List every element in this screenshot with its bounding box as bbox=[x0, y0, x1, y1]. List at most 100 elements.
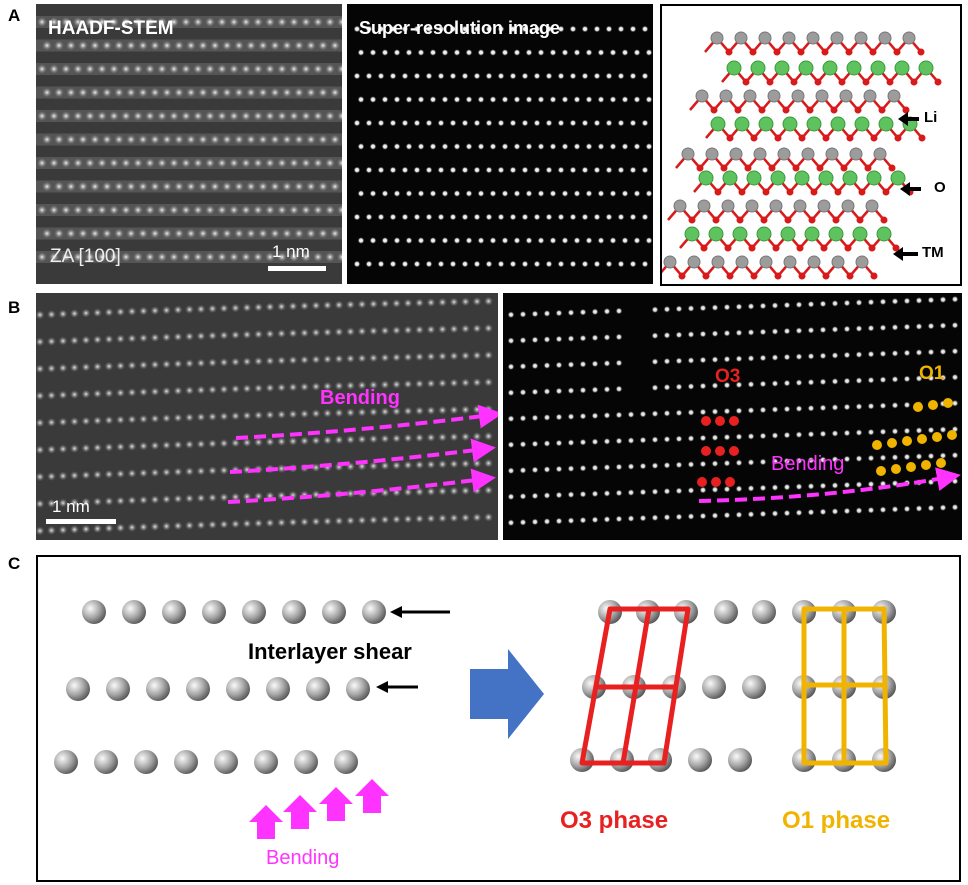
stem-atom-column bbox=[47, 471, 56, 481]
stem-atom-column bbox=[289, 17, 299, 27]
superres-atom bbox=[675, 513, 683, 521]
stem-atom-column bbox=[93, 470, 102, 480]
superres-atom bbox=[543, 387, 551, 396]
stem-atom-column bbox=[300, 328, 309, 338]
superres-atom bbox=[417, 189, 425, 198]
superres-atom bbox=[867, 480, 875, 488]
stem-atom-column bbox=[114, 228, 124, 239]
tm-atom bbox=[830, 31, 844, 45]
stem-atom-column bbox=[139, 468, 148, 478]
superres-atom bbox=[537, 48, 545, 57]
superres-atom bbox=[951, 295, 959, 303]
tm-atom bbox=[825, 147, 839, 161]
stem-atom-column bbox=[49, 111, 59, 121]
stem-atom-column bbox=[66, 40, 76, 51]
superres-atom bbox=[663, 487, 671, 495]
stem-atom-column bbox=[254, 329, 263, 339]
superres-atom bbox=[509, 119, 517, 127]
superres-atom bbox=[627, 436, 635, 445]
stem-atom-column bbox=[337, 64, 342, 74]
stem-atom-column bbox=[219, 357, 229, 367]
stem-atom-column bbox=[323, 354, 332, 364]
superres-atom bbox=[645, 189, 653, 198]
superres-atom bbox=[519, 310, 527, 318]
stem-atom-column bbox=[288, 409, 298, 419]
superres-atom bbox=[855, 402, 863, 411]
stem-atom-column bbox=[66, 181, 76, 192]
stem-atom-column bbox=[346, 435, 355, 445]
superres-atom bbox=[441, 95, 449, 104]
superres-atom bbox=[393, 95, 401, 104]
stem-atom-column bbox=[185, 493, 194, 503]
superres-atom bbox=[605, 260, 613, 268]
stem-atom-column bbox=[306, 40, 316, 51]
superres-atom bbox=[561, 142, 569, 151]
stem-atom-column bbox=[346, 489, 355, 499]
stem-atom-column bbox=[461, 486, 470, 496]
stem-atom-column bbox=[222, 181, 232, 192]
stem-atom-column bbox=[93, 308, 102, 318]
tm-atom bbox=[753, 147, 767, 161]
stem-atom-column bbox=[109, 17, 119, 27]
stem-atom-column bbox=[311, 409, 321, 419]
superres-atom bbox=[513, 189, 521, 198]
o3-label: O3 bbox=[715, 366, 741, 387]
superres-atom bbox=[593, 213, 601, 221]
atom-ball bbox=[294, 750, 318, 774]
superres-atom bbox=[903, 453, 911, 461]
superres-atom bbox=[735, 329, 743, 337]
stem-atom-column bbox=[78, 181, 88, 192]
superres-atom bbox=[795, 301, 803, 309]
o1-atom bbox=[872, 440, 882, 450]
tm-atom bbox=[729, 147, 743, 161]
superres-atom bbox=[759, 380, 767, 388]
superres-atom bbox=[521, 72, 529, 80]
superres-atom bbox=[927, 426, 935, 434]
arrow-li bbox=[898, 109, 920, 129]
bent-lattice-superres bbox=[507, 295, 961, 527]
stem-atom-column bbox=[70, 363, 79, 373]
li-atom bbox=[782, 116, 798, 132]
stem-atom-column bbox=[392, 433, 401, 443]
stem-atom-column bbox=[426, 325, 436, 335]
stem-atom-column bbox=[242, 519, 252, 529]
stem-atom-column bbox=[109, 158, 119, 168]
superres-atom bbox=[389, 213, 397, 221]
li-atom bbox=[870, 60, 886, 76]
stem-atom-column bbox=[318, 87, 328, 98]
stem-atom-column bbox=[403, 460, 413, 470]
stem-atom-column bbox=[81, 470, 91, 480]
stem-atom-column bbox=[334, 327, 344, 337]
superres-atom bbox=[723, 381, 731, 389]
superres-atom bbox=[807, 508, 815, 516]
stem-atom-column bbox=[219, 519, 229, 529]
superres-atom bbox=[711, 460, 719, 468]
superres-atom bbox=[477, 189, 485, 198]
superres-atom bbox=[879, 454, 887, 462]
stem-atom-column bbox=[241, 111, 251, 121]
superres-atom bbox=[389, 25, 397, 33]
stem-atom-column bbox=[162, 228, 172, 239]
stem-atom-column bbox=[36, 472, 45, 482]
stem-atom-column bbox=[369, 515, 378, 525]
atom-ball bbox=[322, 600, 346, 624]
stem-atom-column bbox=[301, 252, 311, 262]
stem-atom-column bbox=[380, 353, 390, 363]
o1-atom bbox=[936, 458, 946, 468]
stem-atom-column bbox=[127, 468, 137, 478]
superres-atom bbox=[521, 213, 529, 221]
stem-atom-column bbox=[198, 228, 208, 239]
li-atom bbox=[698, 170, 714, 186]
stem-atom-column bbox=[288, 355, 298, 365]
stem-atom-column bbox=[174, 40, 184, 51]
superres-atom bbox=[473, 25, 481, 33]
stem-atom-column bbox=[90, 40, 100, 51]
superres-atom bbox=[609, 189, 617, 198]
stem-atom-column bbox=[426, 379, 436, 389]
atom-ball bbox=[702, 675, 726, 699]
superres-atom bbox=[377, 72, 385, 80]
superres-atom bbox=[485, 260, 493, 268]
superres-atom bbox=[453, 189, 461, 198]
stem-atom-column bbox=[186, 228, 196, 239]
superres-atom bbox=[377, 213, 385, 221]
